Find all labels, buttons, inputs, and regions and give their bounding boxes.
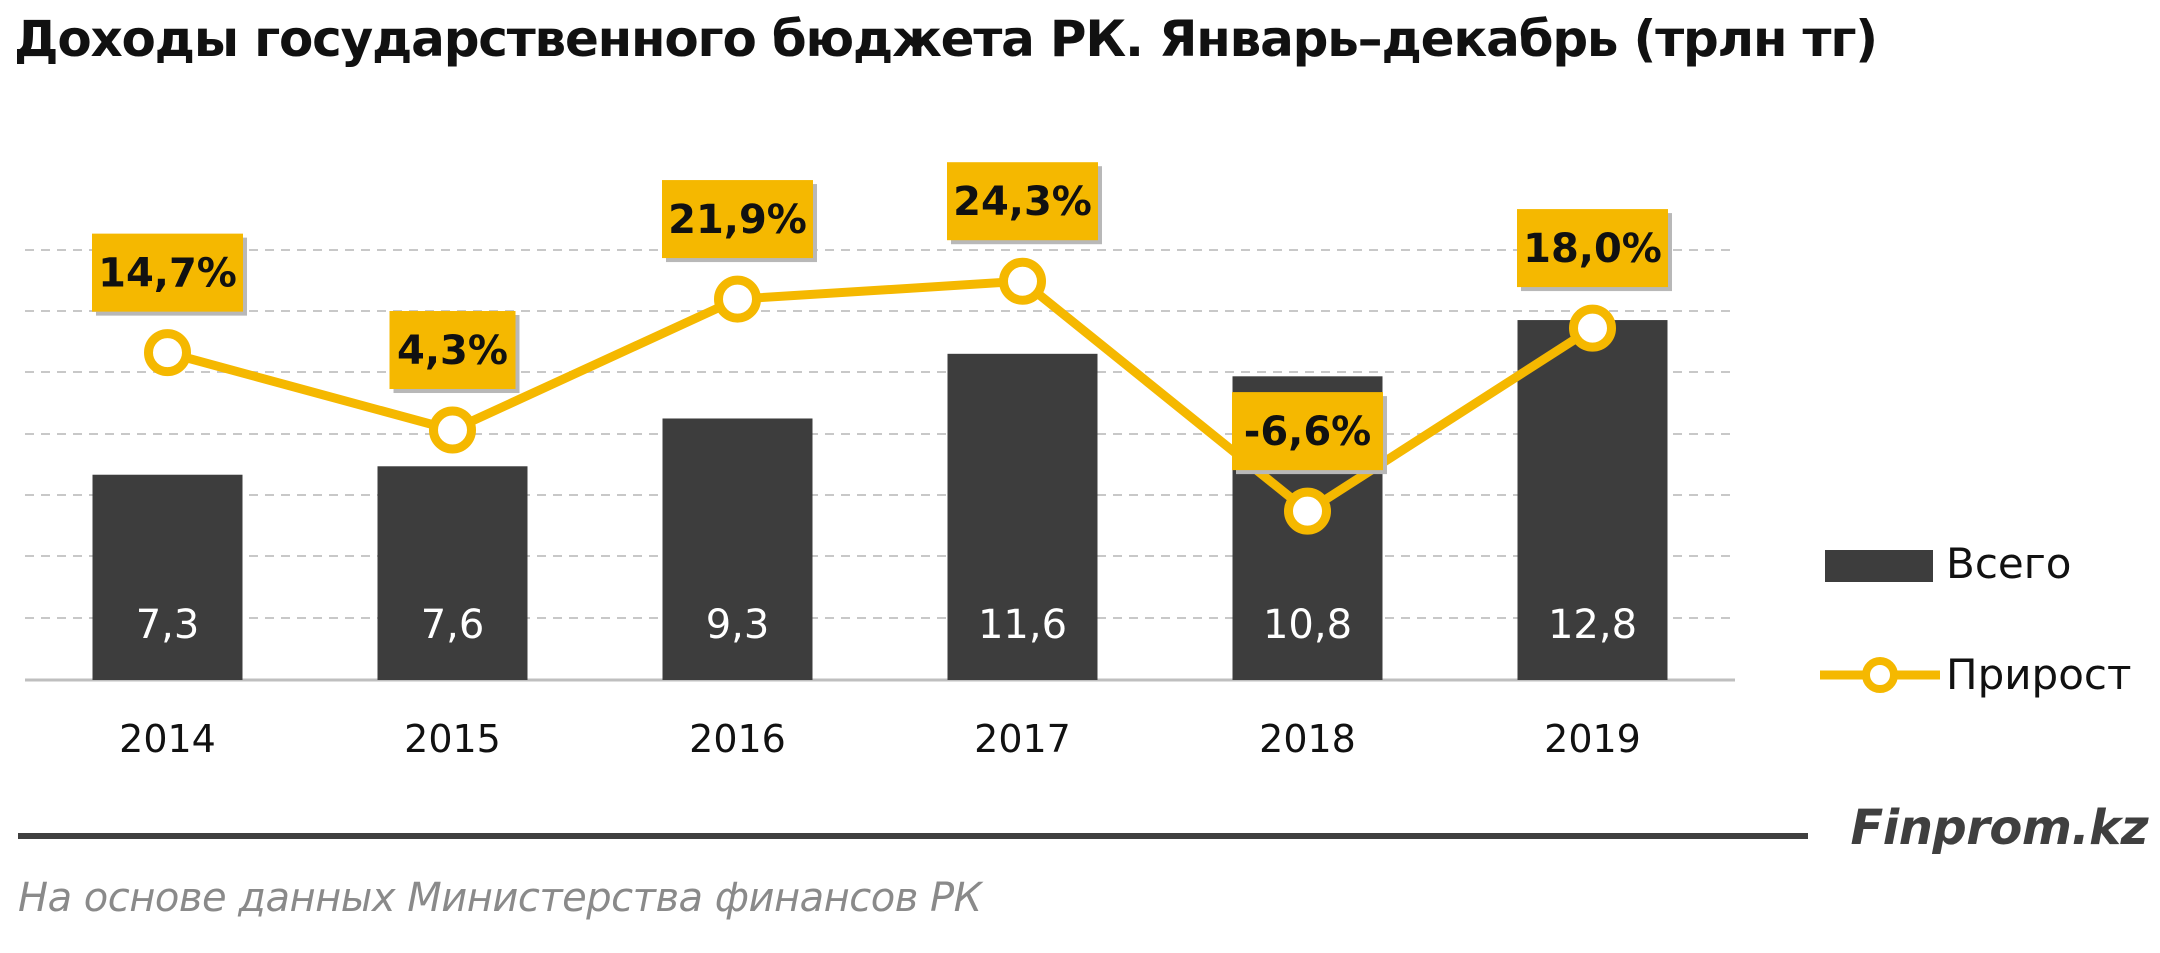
growth-marker <box>999 257 1046 305</box>
bar-value-label: 9,3 <box>706 602 770 648</box>
growth-line-series: 14,7% 4,3% 21,9% 24,3% -6,6% 18,0% <box>92 162 1672 535</box>
growth-marker <box>1284 487 1331 535</box>
gridlines <box>25 249 1735 682</box>
bar-2019 <box>1517 320 1668 680</box>
data-label-box <box>1517 209 1668 288</box>
growth-value-label: 14,7% <box>98 251 237 297</box>
growth-value-label: 18,0% <box>1523 226 1662 272</box>
legend-marker-swatch <box>1862 657 1898 693</box>
x-tick-label: 2019 <box>1544 717 1641 761</box>
bar-series: 7,3 7,6 9,3 11,6 10,8 12,8 <box>92 320 1668 680</box>
bar-value-label: 10,8 <box>1263 602 1352 648</box>
data-label-box <box>389 311 516 390</box>
bar-2017 <box>947 353 1098 680</box>
growth-marker <box>714 275 761 323</box>
brand-logo-text: Finprom.kz <box>1850 800 2148 856</box>
chart-canvas: 7,3 7,6 9,3 11,6 10,8 12,8 2014 2015 2016 2017 20… <box>25 162 2131 761</box>
growth-line <box>166 276 1595 516</box>
x-tick-label: 2017 <box>974 717 1071 761</box>
footer-divider <box>18 833 1808 839</box>
growth-value-label: 4,3% <box>397 328 508 374</box>
bar-value-label: 11,6 <box>978 602 1067 648</box>
data-label-box <box>92 233 243 312</box>
source-note: На основе данных Министерства финансов Р… <box>18 875 982 921</box>
bar-value-label: 7,6 <box>421 602 485 648</box>
bar-2016 <box>662 418 813 680</box>
x-tick-label: 2018 <box>1259 717 1356 761</box>
growth-marker <box>1569 304 1616 352</box>
legend-label-growth: Прирост <box>1946 650 2131 699</box>
data-label-box <box>947 162 1098 241</box>
growth-value-label: 24,3% <box>953 179 1092 225</box>
x-tick-label: 2015 <box>404 717 501 761</box>
chart-title: Доходы государственного бюджета РК. Янва… <box>14 10 1878 68</box>
growth-value-label: 21,9% <box>668 197 807 243</box>
growth-marker <box>429 406 476 454</box>
bar-2015 <box>377 466 528 680</box>
x-axis-ticks: 2014 2015 2016 2017 2018 2019 <box>119 717 1641 761</box>
growth-value-label: -6,6% <box>1244 409 1372 455</box>
legend-bar-swatch <box>1825 550 1933 582</box>
x-tick-label: 2014 <box>119 717 216 761</box>
growth-marker <box>144 329 191 377</box>
data-label-box <box>1232 392 1383 471</box>
bar-2014 <box>92 474 243 680</box>
data-label-box <box>662 180 813 259</box>
legend-label-total: Всего <box>1946 539 2072 588</box>
bar-value-label: 7,3 <box>136 602 200 648</box>
x-tick-label: 2016 <box>689 717 786 761</box>
legend: Всего Прирост <box>1820 539 2131 699</box>
bar-value-label: 12,8 <box>1548 602 1637 648</box>
